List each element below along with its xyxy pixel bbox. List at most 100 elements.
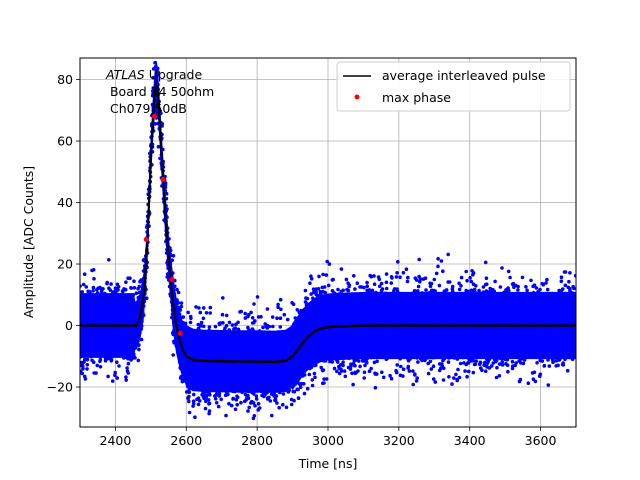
average-pulse-point <box>466 324 470 327</box>
average-pulse-point <box>553 324 556 327</box>
average-pulse-point <box>394 324 397 327</box>
average-pulse-point <box>413 324 417 327</box>
average-pulse-point <box>399 324 402 327</box>
average-pulse-point <box>144 268 147 272</box>
average-pulse-point <box>383 324 387 327</box>
average-pulse-point <box>239 360 243 363</box>
average-pulse-point <box>562 324 565 327</box>
average-pulse-point <box>493 324 496 327</box>
average-pulse-point <box>213 359 216 363</box>
average-pulse-point <box>363 324 367 327</box>
average-pulse-point <box>91 324 94 327</box>
average-pulse-point <box>369 324 372 327</box>
average-pulse-point <box>94 324 98 327</box>
average-pulse-point <box>420 324 424 327</box>
average-pulse-point <box>149 155 153 158</box>
average-pulse-point <box>505 324 509 327</box>
average-pulse-point <box>512 324 516 327</box>
average-pulse-point <box>300 343 303 347</box>
average-pulse-point <box>296 348 300 351</box>
average-pulse-point <box>227 360 231 363</box>
average-pulse-point <box>110 324 114 327</box>
average-pulse-point <box>268 360 271 364</box>
average-pulse-point <box>417 324 420 327</box>
average-pulse-point <box>108 324 112 327</box>
average-pulse-point <box>119 324 122 327</box>
average-pulse-point <box>101 324 105 327</box>
average-pulse-point <box>142 293 146 297</box>
average-pulse-point <box>503 324 507 327</box>
average-pulse-point <box>388 324 392 327</box>
average-pulse-point <box>301 341 305 344</box>
x-tick-label: 3000 <box>312 433 344 448</box>
average-pulse-point <box>461 324 464 327</box>
average-pulse-point <box>549 324 553 327</box>
sample-points <box>80 60 576 421</box>
average-pulse-point <box>243 360 246 363</box>
average-pulse-point <box>479 324 482 327</box>
average-pulse-point <box>96 324 99 327</box>
average-pulse-point <box>255 360 259 363</box>
average-pulse-point <box>560 324 564 327</box>
average-pulse-point <box>172 307 176 310</box>
average-pulse-point <box>541 324 544 327</box>
x-tick-label: 3400 <box>454 433 486 448</box>
y-tick-label: 20 <box>57 257 73 272</box>
legend-box <box>336 61 571 112</box>
average-pulse-point <box>376 324 379 327</box>
average-pulse-point <box>565 324 569 327</box>
average-pulse-point <box>406 324 410 327</box>
average-pulse-point <box>392 324 395 327</box>
average-pulse-point <box>85 324 89 327</box>
average-pulse-point <box>433 324 436 327</box>
average-pulse-point <box>557 324 560 327</box>
legend-label-average: average interleaved pulse <box>382 68 546 83</box>
average-pulse-point <box>131 324 135 327</box>
average-pulse-point <box>523 324 526 327</box>
average-pulse-point <box>209 359 213 363</box>
average-pulse-point <box>431 324 434 327</box>
average-pulse-point <box>475 324 479 327</box>
average-pulse-point <box>170 293 174 297</box>
average-pulse-point <box>169 275 172 278</box>
average-pulse-point <box>107 324 110 327</box>
average-pulse-point <box>174 321 177 324</box>
sample-cloud <box>80 60 576 421</box>
average-pulse-point <box>271 360 275 364</box>
average-pulse-layer <box>80 81 576 364</box>
average-pulse-point <box>231 360 234 363</box>
average-pulse-point <box>486 324 489 327</box>
average-pulse-point <box>500 324 503 327</box>
average-pulse-point <box>507 324 511 327</box>
grid <box>80 58 576 427</box>
max-phase-point <box>160 176 166 182</box>
average-pulse-point <box>454 324 457 327</box>
y-tick-label: −20 <box>47 380 73 395</box>
average-pulse-point <box>418 324 422 327</box>
average-pulse-point <box>250 360 254 363</box>
average-pulse-point <box>441 324 445 327</box>
average-pulse-point <box>386 324 390 327</box>
average-pulse-point <box>395 324 399 327</box>
average-pulse-point <box>572 324 576 327</box>
average-pulse-point <box>310 331 314 335</box>
max-phase-layer <box>143 113 183 336</box>
average-pulse-point <box>158 121 161 124</box>
average-pulse-point <box>135 324 138 327</box>
average-pulse-point <box>163 207 167 210</box>
average-pulse-point <box>305 336 309 340</box>
average-pulse-point <box>429 324 433 327</box>
legend: average interleaved pulse max phase <box>336 61 571 112</box>
average-pulse-point <box>518 324 521 327</box>
average-pulse-point <box>154 81 158 84</box>
average-pulse-point <box>443 324 447 327</box>
x-ticks: 2400 2600 2800 3000 3200 3400 3600 <box>100 427 557 448</box>
average-pulse-point <box>153 93 156 97</box>
average-pulse-point <box>381 324 385 327</box>
average-pulse-point <box>181 348 184 352</box>
average-pulse-point <box>294 350 298 354</box>
average-pulse-point <box>473 324 477 327</box>
average-pulse-point <box>147 199 151 203</box>
average-pulse-point <box>167 256 170 260</box>
